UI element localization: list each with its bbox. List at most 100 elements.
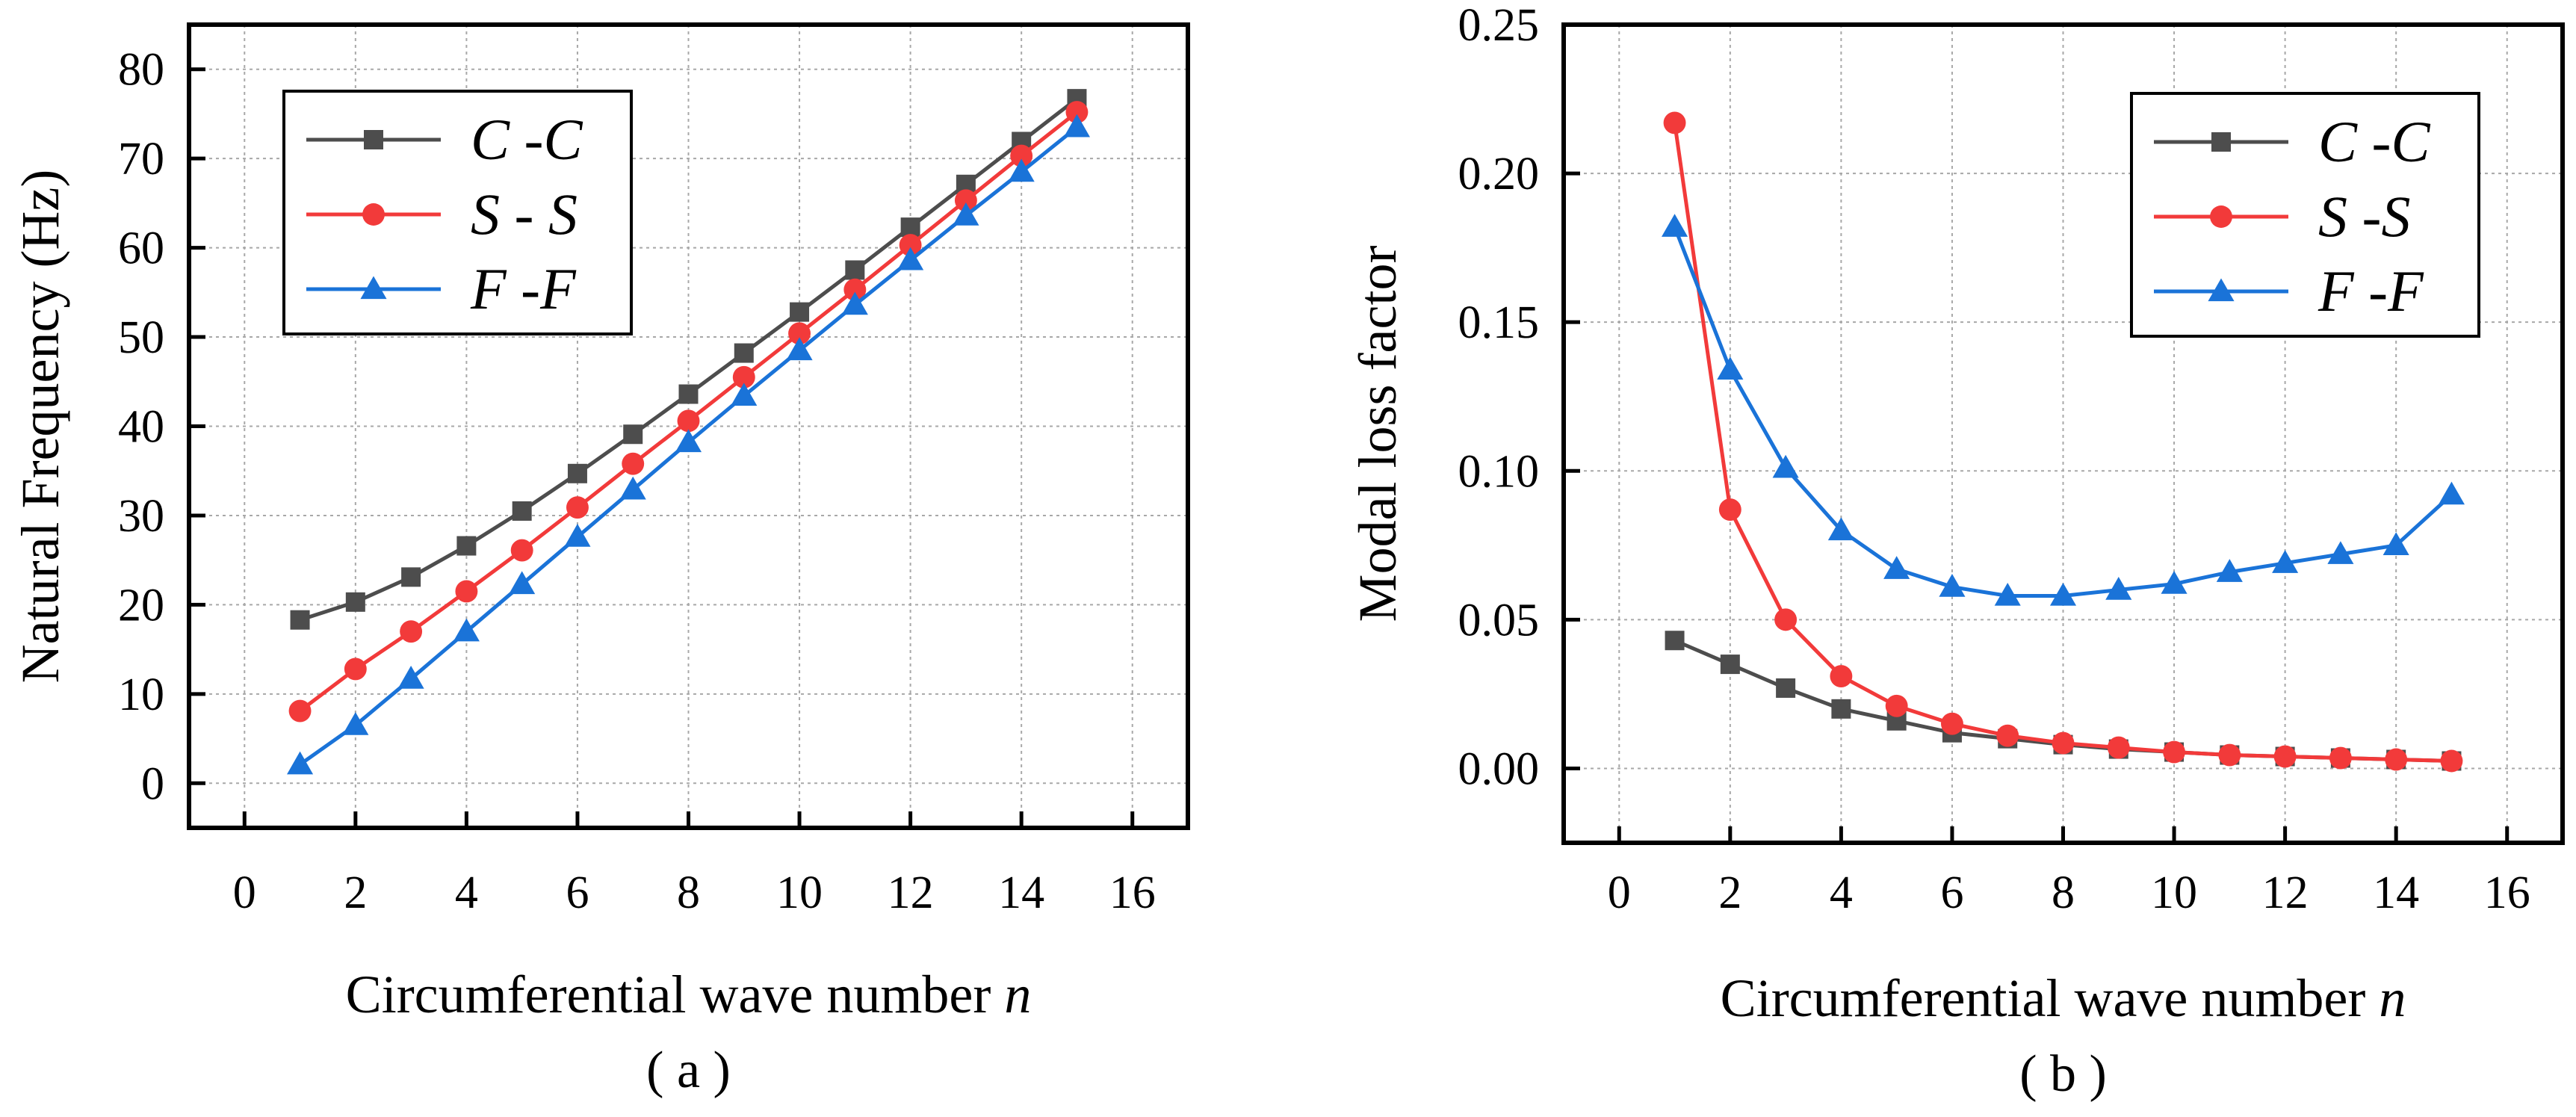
legend-marker <box>364 130 383 149</box>
x-tick-label: 10 <box>2151 867 2197 918</box>
x-tick-label: 2 <box>344 867 367 918</box>
data-point <box>1996 724 2019 747</box>
data-point <box>1994 582 2021 606</box>
legend-label: F -F <box>470 256 577 321</box>
y-tick-label: 0.15 <box>1458 297 1540 348</box>
series-circle <box>288 101 1089 723</box>
data-point <box>2383 532 2409 555</box>
data-point <box>2329 746 2352 770</box>
x-tick-label: 14 <box>998 867 1044 918</box>
x-tick-label: 6 <box>1940 867 1963 918</box>
legend-marker <box>360 276 387 300</box>
series-square <box>290 89 1087 630</box>
legend-label: F -F <box>2318 259 2424 324</box>
data-point <box>288 699 312 723</box>
data-point <box>1063 114 1090 137</box>
data-point <box>1830 665 1853 687</box>
data-point <box>2218 743 2241 767</box>
data-point <box>2272 550 2299 573</box>
data-point <box>344 657 367 681</box>
data-point <box>456 536 477 556</box>
data-point <box>1883 556 1910 579</box>
data-point <box>2107 736 2130 759</box>
data-point <box>1827 517 1854 541</box>
x-tick-label: 6 <box>566 867 589 918</box>
data-point <box>732 365 755 389</box>
data-point <box>1662 214 1688 237</box>
data-point <box>1717 356 1744 380</box>
data-point <box>1065 101 1089 124</box>
y-tick-label: 0.10 <box>1458 446 1540 497</box>
data-point <box>564 524 591 547</box>
x-tick-label: 8 <box>677 867 700 918</box>
y-tick-label: 60 <box>118 223 164 274</box>
x-axis-symbol: n <box>2379 968 2406 1028</box>
data-point <box>899 234 922 256</box>
legend-marker <box>2208 278 2235 302</box>
x-axis-title: Circumferential wave number n <box>346 965 1032 1024</box>
legend-label: C -C <box>471 107 583 172</box>
data-point <box>2273 745 2297 768</box>
panel-label: ( a ) <box>646 1042 731 1099</box>
x-tick-label: 12 <box>2262 867 2309 918</box>
x-tick-label: 2 <box>1718 867 1741 918</box>
data-point <box>897 247 924 270</box>
y-tick-label: 40 <box>118 402 164 453</box>
y-axis-title: Modal loss factor <box>1348 246 1408 622</box>
legend: C -C S -S F -F <box>2130 92 2480 338</box>
data-point <box>954 189 977 212</box>
data-point <box>678 384 699 404</box>
data-point <box>900 217 920 238</box>
y-tick-label: 50 <box>118 312 164 363</box>
data-point <box>401 567 421 587</box>
data-point <box>1885 694 1908 717</box>
data-point <box>843 278 867 301</box>
data-point <box>677 409 700 433</box>
data-point <box>510 539 533 562</box>
data-point <box>2049 582 2077 606</box>
data-point <box>734 343 754 363</box>
y-tick-label: 20 <box>118 580 164 631</box>
legend-label: S -S <box>2318 184 2410 249</box>
data-point <box>2163 740 2186 764</box>
legend-label: S - S <box>471 182 578 247</box>
data-point <box>1663 111 1686 134</box>
data-point <box>1772 454 1799 478</box>
data-point <box>841 291 868 315</box>
data-point <box>731 383 758 406</box>
data-point <box>567 463 587 483</box>
y-tick-label: 0.25 <box>1458 0 1540 51</box>
y-tick-label: 70 <box>118 134 164 185</box>
data-point <box>1010 144 1033 167</box>
y-tick-label: 0.20 <box>1458 149 1540 199</box>
y-axis-title: Natural Frequency (Hz) <box>10 170 70 684</box>
data-point <box>512 501 532 521</box>
x-axis-title: Circumferential wave number n <box>1721 968 2406 1028</box>
legend-marker <box>2211 132 2231 152</box>
x-tick-label: 8 <box>2052 867 2075 918</box>
data-point <box>290 610 310 630</box>
data-point <box>2440 749 2463 773</box>
legend: C -C S - S F -F <box>282 90 633 335</box>
data-point <box>622 452 645 475</box>
data-point <box>345 592 365 612</box>
x-tick-label: 0 <box>233 867 256 918</box>
panel-b-modal-loss-factor-chart: 0 2 4 6 8 10 12 14 16 0.00 0.05 0.10 0.15 0.20 0.25 Cir… <box>1348 0 2565 1103</box>
series-triangle <box>1662 214 2465 606</box>
data-point <box>1718 498 1741 521</box>
data-point <box>453 618 480 642</box>
y-tick-label: 80 <box>118 45 164 96</box>
data-point <box>788 322 811 345</box>
data-point <box>675 429 702 453</box>
data-point <box>1720 655 1740 675</box>
series-circle <box>1663 111 2463 773</box>
x-tick-label: 4 <box>1830 867 1853 918</box>
data-point <box>2105 576 2132 600</box>
data-point <box>2216 559 2243 582</box>
data-point <box>509 571 536 595</box>
y-tick-label: 0.00 <box>1458 743 1540 794</box>
data-point <box>790 302 810 322</box>
x-tick-label: 12 <box>888 867 934 918</box>
data-point <box>845 260 865 280</box>
